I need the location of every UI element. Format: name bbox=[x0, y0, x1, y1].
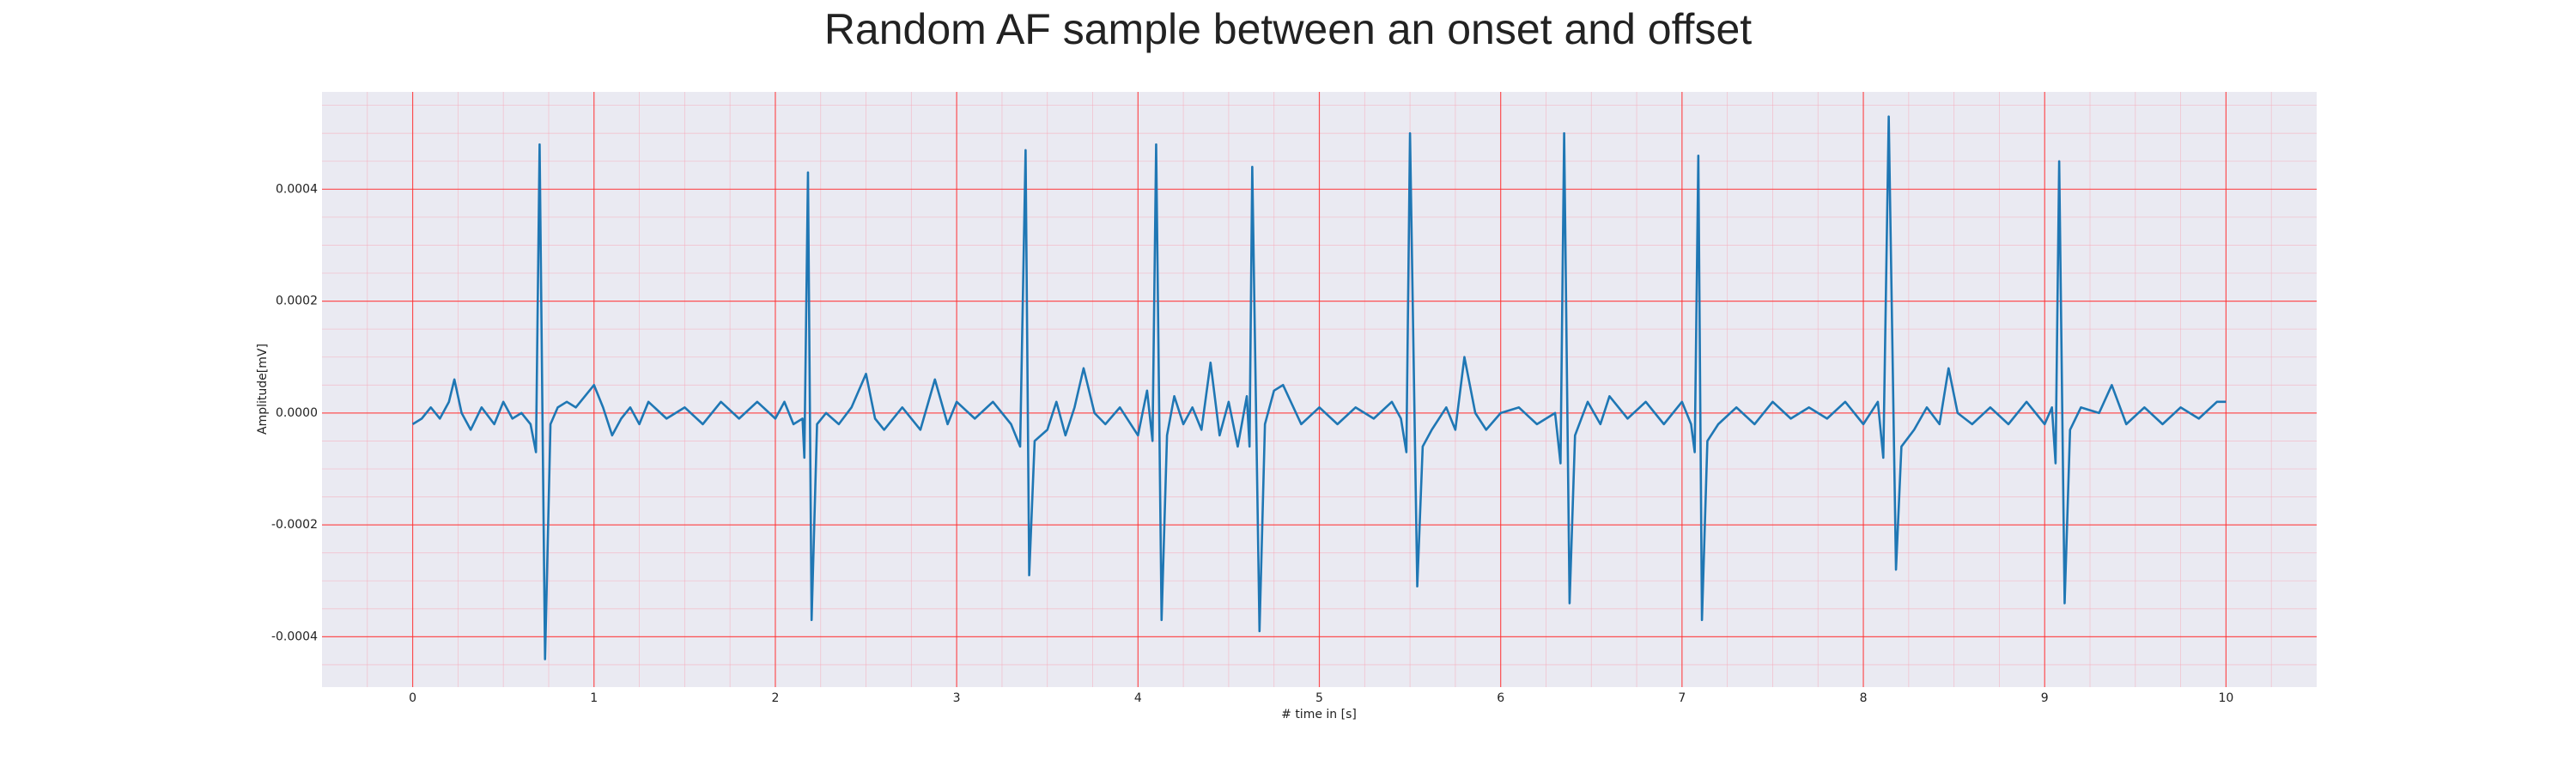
x-tick-label: 3 bbox=[953, 691, 961, 705]
x-tick-label: 2 bbox=[771, 691, 779, 705]
y-tick-label: 0.0002 bbox=[276, 295, 318, 308]
x-tick-label: 9 bbox=[2041, 691, 2049, 705]
x-tick-label: 5 bbox=[1315, 691, 1323, 705]
x-axis-label: # time in [s] bbox=[1281, 708, 1357, 721]
grid bbox=[322, 92, 2317, 687]
line-series bbox=[411, 115, 2227, 660]
y-tick-label: -0.0002 bbox=[271, 518, 318, 532]
chart-title: Random AF sample between an onset and of… bbox=[824, 5, 1752, 53]
x-tick-label: 10 bbox=[2218, 691, 2233, 705]
x-tick-label: 6 bbox=[1497, 691, 1504, 705]
x-tick-label: 0 bbox=[409, 691, 416, 705]
x-tick-label: 7 bbox=[1678, 691, 1686, 705]
x-tick-label: 8 bbox=[1860, 691, 1868, 705]
y-tick-label: -0.0004 bbox=[271, 630, 318, 643]
y-axis-label: Amplitude[mV] bbox=[256, 344, 270, 435]
x-tick-label: 1 bbox=[590, 691, 598, 705]
y-tick-label: 0.0004 bbox=[276, 182, 318, 196]
y-tick-label: 0.0000 bbox=[276, 406, 318, 420]
x-tick-label: 4 bbox=[1134, 691, 1142, 705]
marks bbox=[411, 115, 2227, 660]
